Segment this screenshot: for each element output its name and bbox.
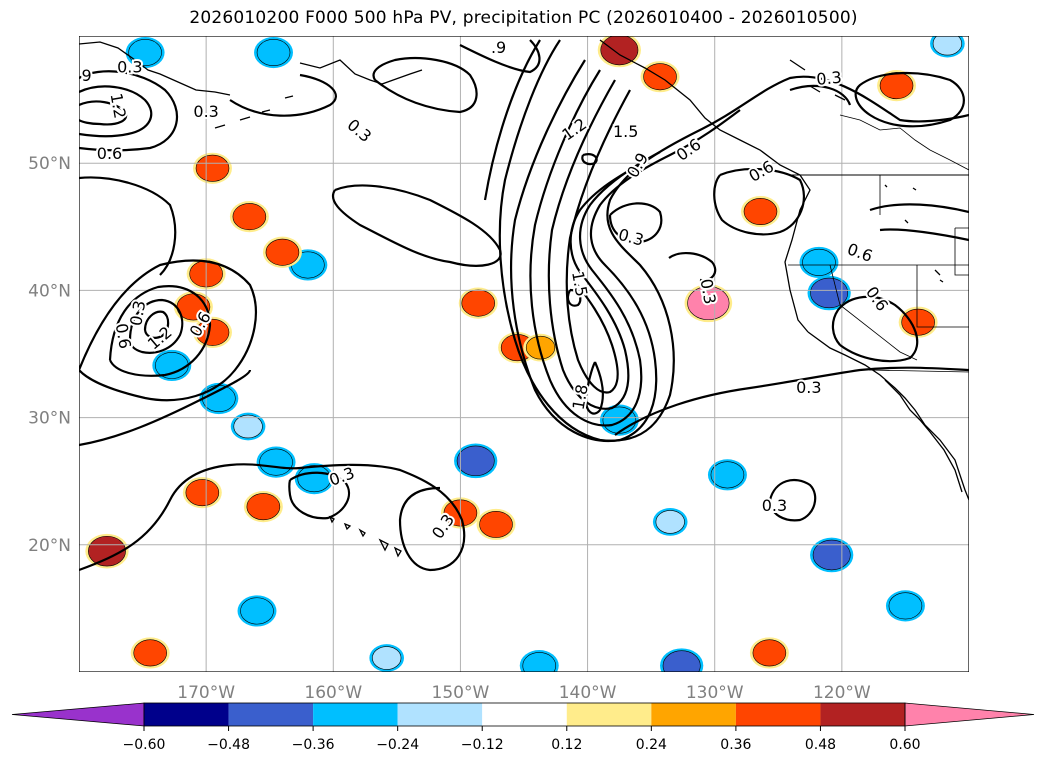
precip-blob [232,203,267,231]
contour-label: 9 [82,66,92,85]
coastline-layer [79,39,969,558]
colorbar-tick-label: 0.12 [551,737,582,753]
precip-blob [932,36,963,56]
colorbar-tick-label: 0.48 [805,737,836,753]
colorbar-segment [566,703,652,726]
precip-blob [879,72,914,100]
precip-blob [195,154,230,182]
precip-blob [752,639,787,667]
colorbar-tick-label: −0.12 [461,737,504,753]
precip-blob [662,650,701,672]
colorbar-tick-label: −0.24 [376,737,419,753]
colorbar-segment [482,703,567,726]
colorbar-tick-label: 0.24 [636,737,667,753]
lon-tick-label: 150°W [432,683,490,703]
lat-tick-label: 40°N [28,281,71,301]
colorbar-segment [144,703,229,726]
contour-label: 0.3 [193,102,218,121]
precip-blob [687,286,730,321]
contour-label: 0.3 [816,68,843,89]
lat-tick-label: 30°N [28,409,71,429]
latitude-tick-labels: 20°N 30°N 40°N 50°N [28,154,71,556]
contour-label: .9 [491,38,506,57]
colorbar-segment [651,703,736,726]
chart-title: 2026010200 F000 500 hPa PV, precipitatio… [189,8,858,28]
contour-label: 0.3 [796,378,821,397]
colorbar-segment [820,703,905,726]
precip-blob [479,510,513,538]
precip-blob [743,198,778,226]
contour-label: 0.3 [117,57,142,76]
colorbar-outline [143,702,906,727]
precip-blob [88,535,126,567]
colorbar-extend-low [11,702,145,727]
precip-blob [195,318,230,346]
contour-label: 1.2 [107,92,130,120]
colorbar-segment [397,703,483,726]
precip-blob [456,445,495,477]
lon-tick-label: 130°W [686,683,744,703]
precip-blob [522,652,557,672]
precip-blob [265,238,300,266]
lon-tick-label: 160°W [304,683,362,703]
precip-blob [246,493,281,521]
colorbar-segment [735,703,821,726]
precip-blob [259,448,293,476]
precip-blob [710,461,745,489]
contour-label: 0.6 [112,322,135,350]
map-gridlines [79,36,969,672]
precip-blob [802,248,836,276]
precip-blob [128,39,162,67]
colorbar-tick-label: −0.36 [292,737,335,753]
precip-shading-layer [85,36,965,672]
precip-blob [901,308,935,336]
precip-blob [461,289,496,317]
lon-tick-label: 120°W [813,683,871,703]
colorbar-tick-label: −0.48 [207,737,250,753]
contour-label: 1.5 [568,270,591,298]
lon-tick-label: 140°W [559,683,617,703]
colorbar-segment [228,703,314,726]
precip-blob [297,465,331,493]
colorbar-segment [313,703,398,726]
precip-blob [256,39,291,67]
lon-tick-label: 170°W [177,683,235,703]
lat-tick-label: 20°N [28,536,71,556]
precip-blob [240,597,274,625]
contour-label: 0.3 [762,496,787,515]
precip-blob [888,592,923,620]
colorbar-tick-label: 0.60 [889,737,920,753]
precip-blob [185,479,220,507]
precip-blob [655,510,685,534]
precip-blob [133,639,167,667]
precip-blob [233,414,263,439]
precip-blob [600,36,639,66]
colorbar-tick-label: 0.36 [720,737,751,753]
precip-blob [812,539,851,571]
pv-contour-lines [79,39,969,572]
longitude-tick-labels: 170°W 160°W 150°W 140°W 130°W 120°W [177,683,871,703]
colorbar-tick-label: −0.60 [123,737,166,753]
colorbar-extend-high [904,702,1035,727]
contour-label: 1.5 [613,122,638,141]
colorbar: −0.60 −0.48 −0.36 −0.24 −0.12 0.12 0.24 0.36 0.4… [11,702,1035,753]
contour-label: 0.6 [97,144,122,163]
lat-tick-label: 50°N [28,154,71,174]
precip-blob [372,646,402,670]
